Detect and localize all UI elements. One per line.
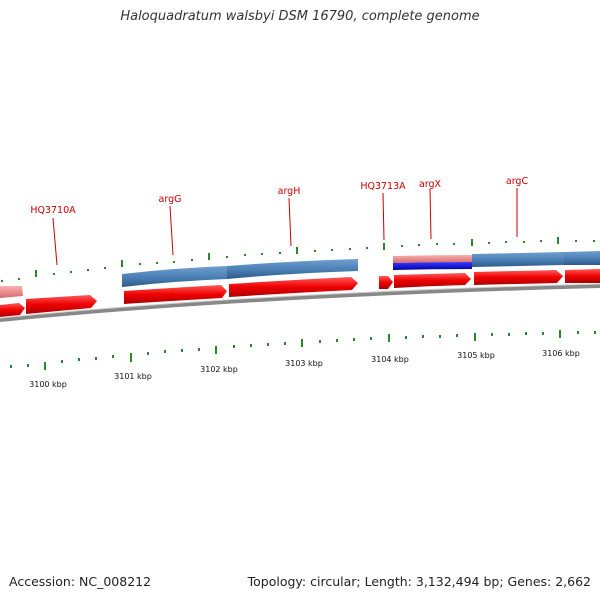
scale-tick-marks (10, 330, 596, 370)
gene-labels: HQ3710A argG argH HQ3713A argX argC (30, 176, 528, 216)
gene-right-edge-block[interactable] (564, 251, 600, 265)
gene-argX-upper[interactable] (393, 255, 472, 263)
scale-label: 3100 kbp (29, 380, 67, 389)
reverse-strand-genes (122, 251, 600, 287)
outer-tick-marks (1, 237, 595, 282)
scale-label: 3101 kbp (114, 372, 152, 381)
genome-backbone (0, 284, 600, 322)
gene-label-argX[interactable]: argX (419, 179, 442, 190)
gene-argH-arrow[interactable] (229, 277, 358, 297)
gene-label-HQ3713A[interactable]: HQ3713A (360, 181, 406, 192)
gene-argX-arrow[interactable] (394, 273, 471, 288)
forward-strand-genes (0, 269, 600, 317)
gene-argH-block[interactable] (227, 259, 358, 279)
scale-label: 3106 kbp (542, 349, 580, 358)
genome-backbone-highlight (0, 283, 600, 319)
scale-label: 3102 kbp (200, 365, 238, 374)
scale-label: 3104 kbp (371, 355, 409, 364)
scale-label: 3103 kbp (285, 359, 323, 368)
gene-label-argH[interactable]: argH (278, 186, 301, 197)
gene-label-argC[interactable]: argC (506, 176, 529, 187)
gene-right-edge-arrow[interactable] (565, 269, 600, 283)
genome-title: Haloquadratum walsbyi DSM 16790, complet… (120, 9, 480, 24)
gene-HQ3710A-partial[interactable] (0, 286, 23, 298)
gene-argX-block[interactable] (393, 262, 472, 270)
gene-label-argG[interactable]: argG (159, 194, 182, 205)
gene-HQ3710A-arrow[interactable] (26, 295, 97, 314)
gene-HQ3713A-arrow[interactable] (379, 276, 393, 289)
gene-argC-block[interactable] (472, 252, 564, 267)
gene-left-partial-arrow[interactable] (0, 303, 25, 317)
gene-argG-arrow[interactable] (124, 285, 227, 304)
scale-label: 3105 kbp (457, 351, 495, 360)
accession-text: Accession: NC_008212 (9, 574, 152, 589)
rna-gene-track (0, 255, 472, 298)
gene-label-leaders (52, 188, 518, 266)
genome-summary-text: Topology: circular; Length: 3,132,494 bp… (247, 574, 591, 589)
scale-labels: 3100 kbp 3101 kbp 3102 kbp 3103 kbp 3104… (29, 349, 580, 389)
gene-label-HQ3710A[interactable]: HQ3710A (30, 205, 76, 216)
gene-argC-arrow[interactable] (474, 270, 563, 285)
gene-argG-block[interactable] (122, 266, 227, 287)
